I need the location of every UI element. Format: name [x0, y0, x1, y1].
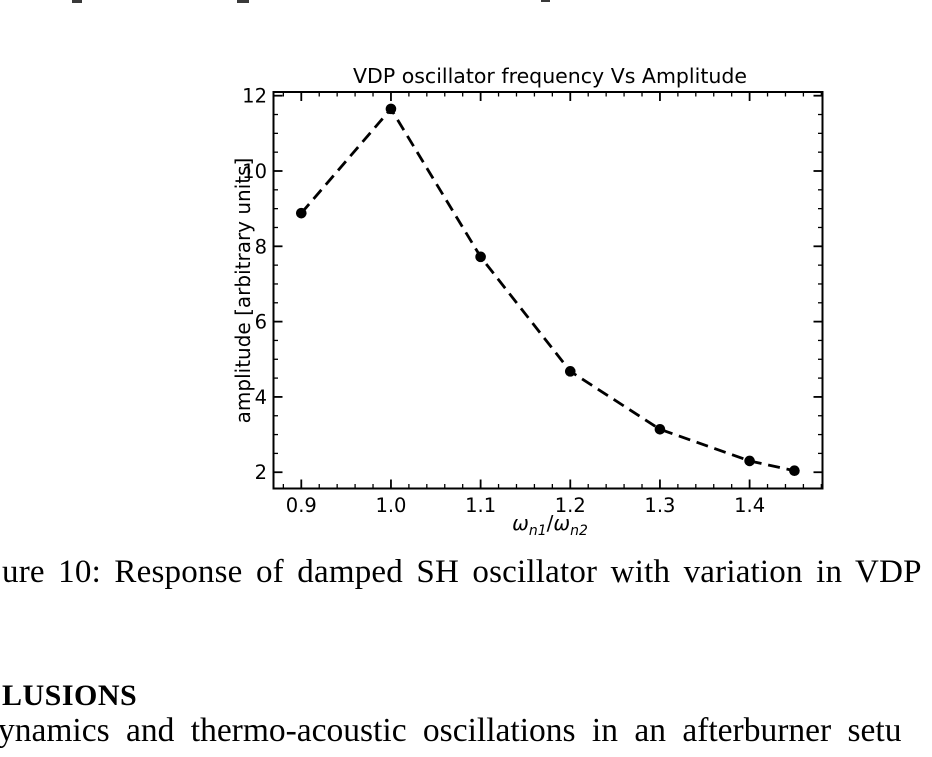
x-tick-label: 1.2 [555, 494, 586, 517]
cropped-descender-fragment [541, 0, 550, 2]
data-point [564, 366, 576, 377]
conclusions-heading-cropped: LUSIONS [2, 679, 138, 712]
plot-frame [272, 91, 824, 490]
data-point [744, 455, 755, 467]
data-line-dashed [300, 106, 795, 473]
cropped-descender-fragment [72, 0, 82, 3]
x-tick-label: 1.0 [375, 494, 406, 517]
y-tick-label: 10 [242, 160, 267, 183]
data-point [475, 251, 486, 263]
data-point [295, 207, 307, 219]
body-text-line-cropped: ynamics and thermo-acoustic oscillations… [0, 712, 902, 749]
y-tick-label: 2 [255, 461, 267, 484]
axis-tick-labels: 0.9 1.0 1.1 1.2 1.3 1.4 2 4 6 8 10 12 [242, 85, 765, 517]
vdp-oscillator-chart: VDP oscillator frequency Vs Amplitude am… [231, 64, 824, 539]
x-tick-label: 1.3 [644, 494, 675, 517]
chart-title: VDP oscillator frequency Vs Amplitude [353, 64, 747, 88]
data-point-markers [295, 103, 800, 477]
x-tick-label: 1.1 [465, 494, 496, 517]
x-tick-label: 1.4 [734, 494, 765, 517]
y-tick-label: 4 [255, 386, 267, 409]
data-point [654, 424, 666, 435]
cropped-descender-fragment [237, 0, 249, 3]
figure-caption: ure 10: Response of damped SH oscillator… [2, 554, 922, 590]
data-point [385, 103, 397, 115]
y-tick-label: 8 [255, 235, 267, 258]
y-tick-label: 6 [255, 311, 267, 334]
y-axis-label: amplitude [arbitrary units] [231, 158, 255, 424]
x-tick-label: 0.9 [286, 494, 317, 517]
y-tick-label: 12 [242, 85, 267, 108]
x-axis-label: ωn1/ωn2 [512, 511, 588, 539]
data-point [789, 465, 800, 477]
